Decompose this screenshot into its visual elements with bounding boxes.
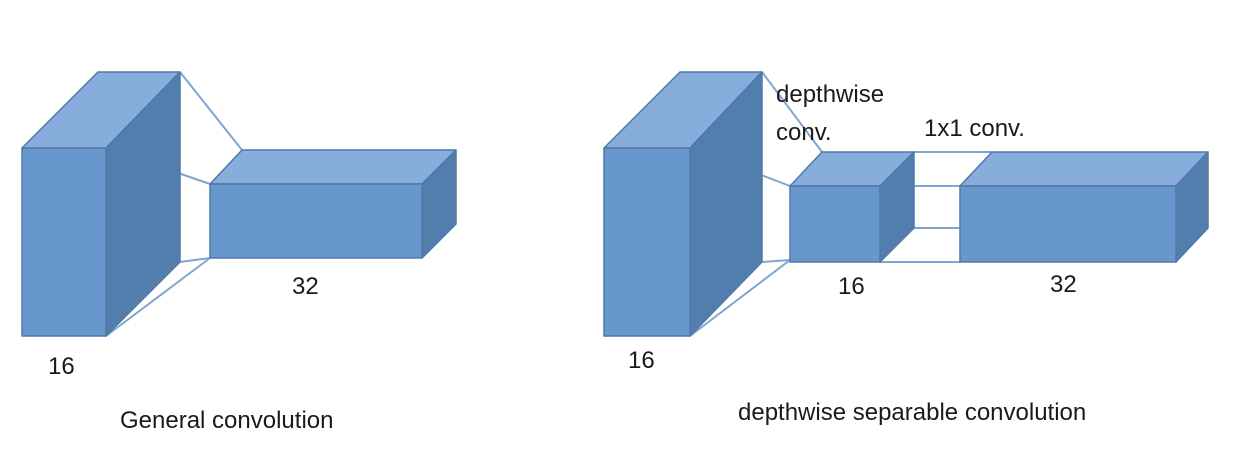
depthwise-separable-caption: depthwise separable convolution [738, 399, 1086, 426]
depthwise-input-block [603, 71, 763, 337]
general-output-block-top [209, 149, 457, 185]
pointwise-conv-label: 1x1 conv. [924, 115, 1025, 142]
pointwise-output-depth-label: 32 [1050, 271, 1077, 298]
pointwise-output-block [959, 151, 1209, 263]
general-input-block [21, 71, 181, 337]
depthwise-conv-label-line1: depthwise [776, 81, 884, 108]
general-input-block-front [21, 147, 107, 337]
depthwise-output-block [789, 151, 915, 263]
general-output-block-front [209, 183, 423, 259]
general-output-depth-label: 32 [292, 273, 319, 300]
depthwise-output-depth-label: 16 [838, 273, 865, 300]
depthwise-output-block-front [789, 185, 881, 263]
general-output-block [209, 149, 457, 259]
general-convolution-panel: 16 32 General convolution [21, 71, 457, 434]
pointwise-output-block-top [959, 151, 1209, 187]
depthwise-input-block-front [603, 147, 691, 337]
depthwise-input-depth-label: 16 [628, 347, 655, 374]
depthwise-conv-label-line2: conv. [776, 119, 832, 146]
general-input-depth-label: 16 [48, 353, 75, 380]
depthwise-separable-panel: depthwise conv. 1x1 conv. 16 16 32 depth… [603, 71, 1209, 426]
general-convolution-caption: General convolution [120, 407, 333, 434]
pointwise-output-block-front [959, 185, 1177, 263]
